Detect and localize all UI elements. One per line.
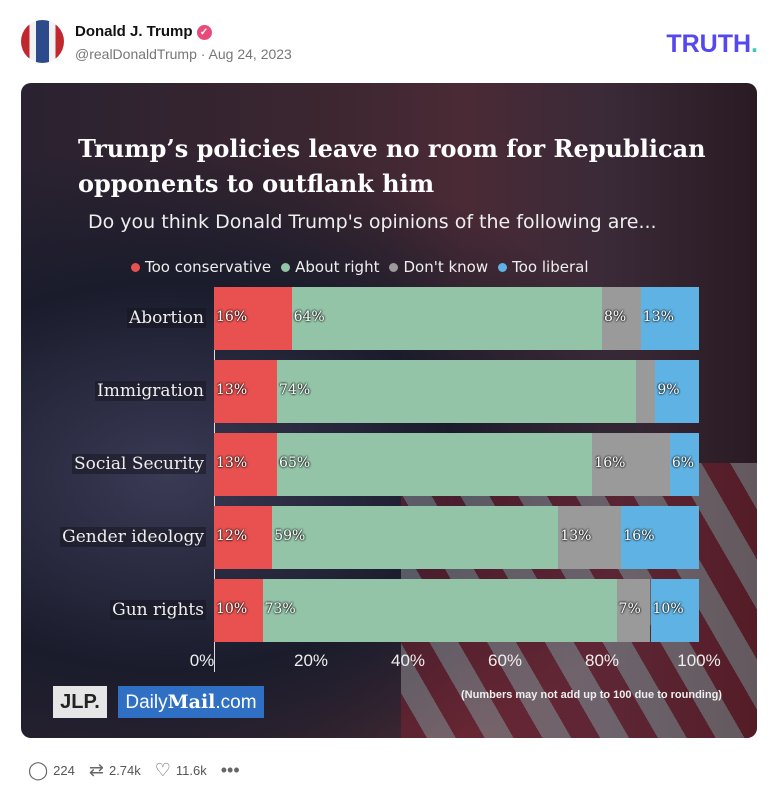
verified-badge-icon: ✓ [196,25,212,40]
bar-segment [214,433,278,496]
bar-segment [214,579,263,642]
bar-segment [635,360,656,423]
comment-icon: ◯ [28,760,49,780]
category-label: Abortion [127,308,206,328]
dailymail-logo: DailyMail.com [118,686,264,718]
repost-count: 2.74k [108,763,141,778]
category-label: Gender ideology [60,527,206,547]
avatar[interactable] [21,20,64,63]
bar-segment [602,287,641,350]
chart-subtitle: Do you think Donald Trump's opinions of … [88,211,657,233]
legend-dot-icon [281,263,291,272]
legend-item: About right [281,258,379,276]
reply-count: 224 [53,763,75,778]
legend-item: Don't know [389,258,488,276]
legend-item: Too conservative [131,258,271,276]
logo-text: TRUTH [666,30,752,58]
data-label: 16% [623,528,655,544]
x-tick-label: 100% [677,651,721,670]
data-label: 74% [279,382,311,398]
legend-label: Don't know [403,258,489,276]
bar-segment [655,360,699,423]
post-date[interactable]: Aug 24, 2023 [208,46,292,62]
data-label: 13% [560,528,592,544]
bar-segment [214,360,278,423]
legend-dot-icon [131,263,140,272]
data-label: 73% [264,601,296,617]
post-meta: @realDonaldTrump · Aug 24, 2023 [75,46,292,62]
author-name[interactable]: Donald J. Trump ✓ [75,23,212,40]
rounding-note: (Numbers may not add up to 100 due to ro… [461,689,722,701]
post-actions: ◯ 224 ⇄ 2.74k ♡ 11.6k ••• [28,760,246,781]
separator: · [200,46,206,62]
data-label: 12% [216,528,248,544]
category-label: Immigration [95,381,206,401]
more-button[interactable]: ••• [221,760,240,781]
data-label: 64% [293,309,325,325]
data-label: 13% [216,455,248,471]
category-label: Social Security [72,454,206,474]
data-label: 7% [618,601,641,617]
x-tick-label: 60% [487,651,523,670]
legend-item: Too liberal [498,258,589,276]
data-label: 9% [657,382,680,398]
data-label: 59% [274,528,306,544]
data-label: 65% [279,455,311,471]
data-label: 16% [216,309,248,325]
bar-segment [640,287,699,350]
legend-dot-icon [389,263,399,272]
bar-segment [650,579,699,642]
data-label: 10% [216,601,248,617]
bar-segment [592,433,670,496]
category-label: Gun rights [110,600,206,620]
bar-segment [621,506,699,569]
heart-icon: ♡ [154,760,171,780]
repost-button[interactable]: ⇄ 2.74k [89,760,141,781]
chart-title: Trump’s policies leave no room for Repub… [78,134,706,198]
handle[interactable]: @realDonaldTrump [75,46,197,62]
reply-button[interactable]: ◯ 224 [28,760,75,781]
legend-label: Too liberal [512,258,589,276]
data-label: 6% [671,455,695,471]
legend-label: About right [295,258,380,276]
x-tick-label: 20% [293,651,329,670]
repost-icon: ⇄ [88,760,104,780]
bar-segment [214,506,273,569]
bar-segment [291,287,602,350]
data-label: 13% [216,382,248,398]
logo-dot: . [751,30,758,58]
bar-segment [669,433,699,496]
data-label: 16% [594,455,626,471]
legend-dot-icon [498,263,508,272]
data-label: 10% [652,601,684,617]
bar-segment [262,579,617,642]
like-count: 11.6k [175,763,207,778]
legend-label: Too conservative [145,258,272,276]
x-tick-label: 80% [584,651,620,670]
bar-segment [277,433,593,496]
bar-segment [277,360,636,423]
stacked-bar-chart: Abortion 16% 64% 8% 13% Immigration 13% 74% 9% So… [21,83,757,738]
bar-segment [272,506,559,569]
like-button[interactable]: ♡ 11.6k [155,760,207,781]
data-label: 13% [642,309,674,325]
legend: Too conservative About right Don't know Too… [131,258,589,276]
post-image[interactable]: Trump’s policies leave no room for Repub… [21,83,757,738]
x-tick-label: 40% [390,651,426,670]
bar-segment [214,287,292,350]
bar-segment [616,579,651,642]
jlp-logo: JLP. [53,686,107,718]
more-icon: ••• [220,760,240,780]
bar-segment [558,506,622,569]
data-label: 8% [604,309,627,325]
x-tick-label: 0% [189,651,215,670]
truth-logo[interactable]: TRUTH. [666,30,758,59]
author-name-text: Donald J. Trump [75,23,193,40]
